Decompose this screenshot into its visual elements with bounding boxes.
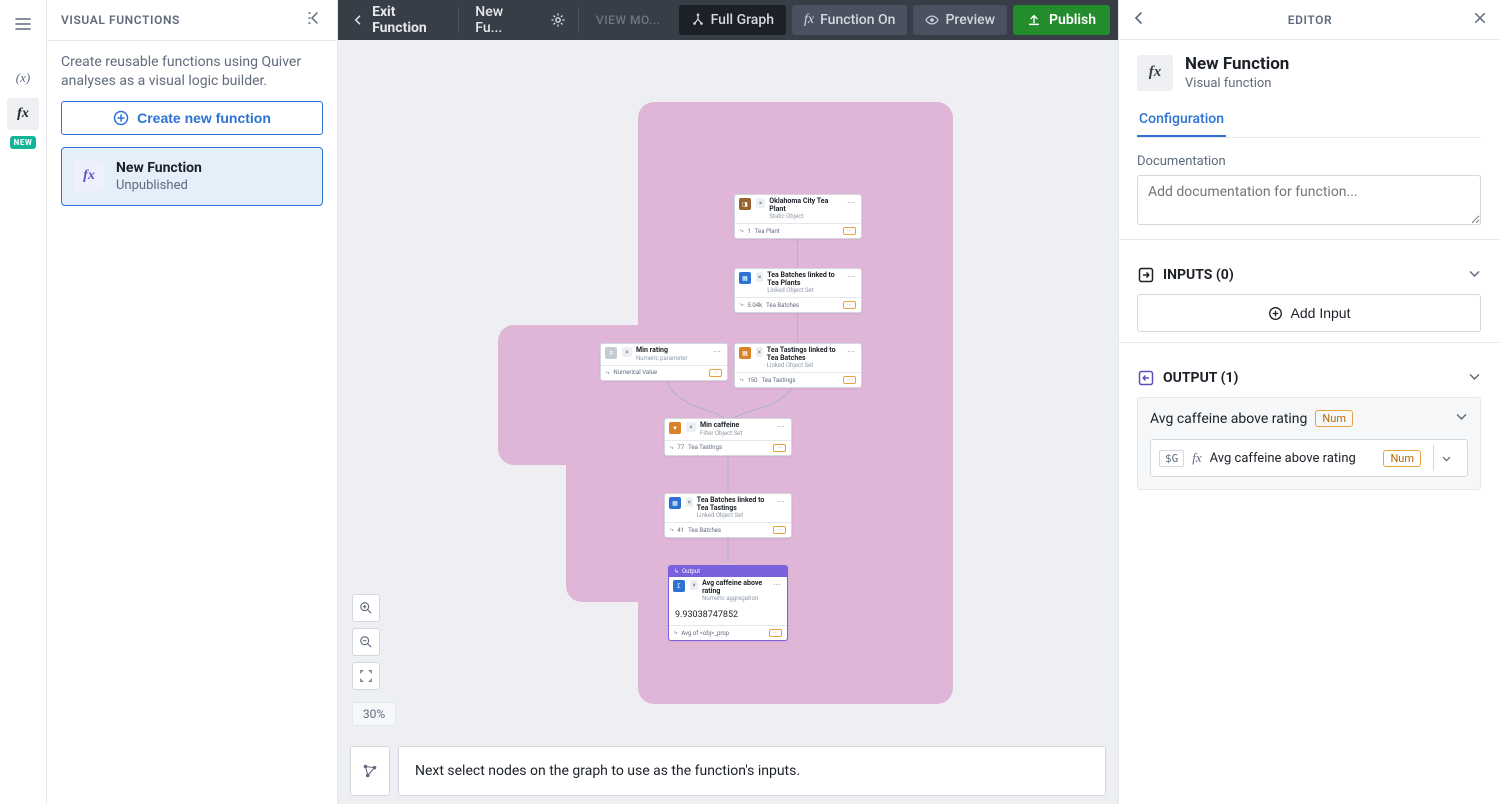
type-badge: Num	[1383, 450, 1421, 467]
sidebar-description: Create reusable functions using Quiver a…	[47, 41, 337, 101]
create-function-button[interactable]: Create new function	[61, 101, 323, 135]
zoom-out-button[interactable]	[352, 628, 380, 656]
menu-icon[interactable]	[7, 8, 39, 40]
graph-node[interactable]: ▦× Tea Batches linked to Tea TastingsLin…	[664, 493, 792, 538]
left-rail: (x) fx NEW	[0, 0, 47, 804]
node-menu-icon[interactable]: ⋯	[711, 347, 723, 356]
sidebar-title: VISUAL FUNCTIONS	[61, 13, 180, 27]
graph-node[interactable]: ▦× Tea Batches linked to Tea PlantsLinke…	[734, 268, 862, 313]
close-icon[interactable]	[1473, 11, 1487, 29]
new-badge: NEW	[10, 136, 37, 149]
type-badge: Num	[1315, 410, 1353, 427]
tab-configuration[interactable]: Configuration	[1137, 105, 1226, 137]
param-icon: #	[605, 347, 617, 359]
filter-icon: ▼	[669, 422, 681, 434]
fx-icon: fx	[1137, 55, 1173, 91]
graph-node[interactable]: #× Min ratingNumeric parameter ⋯ ⤷Numeri…	[600, 343, 728, 381]
function-on-tab[interactable]: fx Function On	[792, 5, 907, 35]
exit-function-button[interactable]: Exit Function	[338, 0, 456, 40]
topbar: Exit Function New Fu... VIEW MO... Full …	[338, 0, 1118, 40]
function-type: Visual function	[1185, 76, 1289, 91]
output-name: Avg caffeine above rating	[1150, 411, 1307, 427]
graph-node[interactable]: ▼× Min caffeineFilter Object Set ⋯ ⤷77Te…	[664, 418, 792, 456]
dropdown-icon[interactable]	[1433, 445, 1459, 471]
fx-icon[interactable]: fx	[7, 98, 39, 130]
inputs-section-header[interactable]: INPUTS (0)	[1137, 250, 1481, 294]
output-item: Avg caffeine above rating Num $G fx Avg …	[1137, 397, 1481, 490]
canvas: Exit Function New Fu... VIEW MO... Full …	[338, 0, 1118, 804]
preview-tab[interactable]: Preview	[913, 5, 1007, 35]
output-expr-text: Avg caffeine above rating	[1210, 451, 1356, 466]
output-icon: ↳	[674, 568, 679, 575]
panel-title: EDITOR	[1147, 13, 1473, 27]
editor-panel: EDITOR fx New Function Visual function C…	[1118, 0, 1499, 804]
chevron-down-icon	[1468, 267, 1481, 284]
function-name: New Function	[116, 160, 202, 176]
zoom-in-button[interactable]	[352, 594, 380, 622]
link-icon: ▦	[739, 347, 751, 359]
output-value: 9.93038747852	[669, 605, 787, 625]
object-icon: ◨	[739, 198, 751, 210]
view-mode-label: VIEW MO...	[584, 5, 673, 35]
add-input-button[interactable]: Add Input	[1137, 294, 1481, 332]
zoom-fit-button[interactable]	[352, 662, 380, 690]
graph-mode-icon[interactable]	[350, 746, 390, 796]
outputs-section-header[interactable]: OUTPUT (1)	[1137, 353, 1481, 397]
documentation-label: Documentation	[1137, 154, 1481, 169]
exit-function-label: Exit Function	[372, 4, 442, 36]
node-menu-icon[interactable]: ⋯	[771, 580, 783, 589]
graph-node[interactable]: ◨× Oklahoma City Tea PlantStatic Object …	[734, 194, 862, 239]
zoom-level: 30%	[352, 702, 396, 726]
full-graph-tab[interactable]: Full Graph	[679, 5, 786, 35]
collapse-sidebar-icon[interactable]	[307, 10, 323, 30]
documentation-input[interactable]	[1137, 175, 1481, 225]
output-expression[interactable]: $G fx Avg caffeine above rating Num	[1150, 439, 1468, 477]
node-menu-icon[interactable]: ⋯	[845, 198, 857, 207]
node-menu-icon[interactable]: ⋯	[775, 422, 787, 431]
hint-text: Next select nodes on the graph to use as…	[398, 746, 1106, 796]
hint-bar: Next select nodes on the graph to use as…	[350, 746, 1106, 796]
node-menu-icon[interactable]: ⋯	[845, 272, 857, 281]
token-badge: $G	[1159, 450, 1184, 467]
agg-icon: Σ	[673, 580, 685, 592]
fx-icon: fx	[74, 161, 104, 191]
link-icon: ▦	[739, 272, 751, 284]
variable-icon[interactable]: (x)	[7, 62, 39, 94]
breadcrumb[interactable]: New Fu...	[461, 0, 540, 40]
outputs-icon	[1137, 369, 1155, 387]
chevron-down-icon	[1468, 370, 1481, 387]
function-list-item[interactable]: fx New Function Unpublished	[61, 147, 323, 206]
publish-button[interactable]: Publish	[1013, 5, 1110, 35]
graph-area[interactable]: ◨× Oklahoma City Tea PlantStatic Object …	[338, 40, 1118, 804]
zoom-controls: 30%	[352, 594, 396, 726]
sidebar: VISUAL FUNCTIONS Create reusable functio…	[47, 0, 338, 804]
inputs-icon	[1137, 266, 1155, 284]
create-function-label: Create new function	[137, 110, 271, 126]
function-name: New Function	[1185, 54, 1289, 74]
graph-node[interactable]: ▦× Tea Tastings linked to Tea BatchesLin…	[734, 343, 862, 388]
fx-icon: fx	[1192, 450, 1201, 466]
node-menu-icon[interactable]: ⋯	[845, 347, 857, 356]
back-icon[interactable]	[1131, 10, 1147, 30]
chevron-down-icon[interactable]	[1455, 410, 1468, 427]
function-status: Unpublished	[116, 178, 202, 193]
node-menu-icon[interactable]: ⋯	[775, 497, 787, 506]
link-icon: ▦	[669, 497, 681, 509]
graph-output-node[interactable]: ↳Output Σ× Avg caffeine above ratingNume…	[668, 565, 788, 641]
settings-icon[interactable]	[540, 0, 576, 40]
